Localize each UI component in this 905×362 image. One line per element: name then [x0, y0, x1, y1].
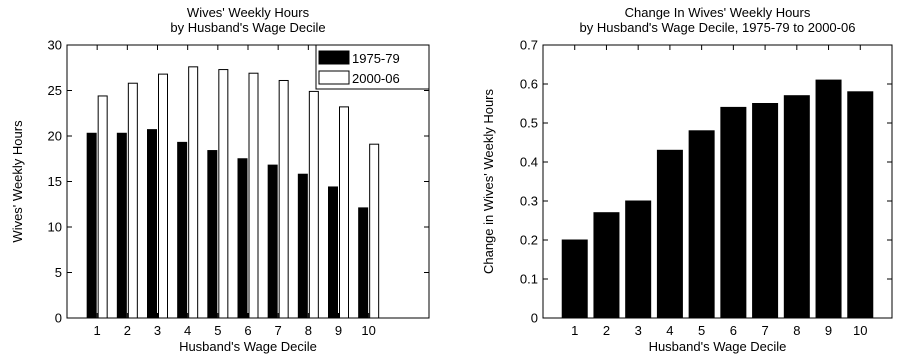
- bar: [297, 173, 308, 319]
- y-tick-label: 0.7: [520, 38, 538, 53]
- x-tick-label: 10: [853, 323, 867, 338]
- bar: [328, 186, 338, 319]
- y-tick-label: 5: [55, 265, 62, 280]
- bar: [127, 82, 138, 319]
- axes-box: [542, 44, 893, 319]
- x-tick-label: 1: [571, 323, 578, 338]
- bar: [248, 72, 259, 319]
- x-axis-label: Husband's Wage Decile: [649, 339, 787, 354]
- y-tick-label: 0.6: [520, 77, 538, 92]
- y-axis-label: Wives' Weekly Hours: [10, 120, 25, 243]
- x-tick-label: 4: [666, 323, 673, 338]
- bar: [656, 149, 683, 319]
- bar: [97, 95, 108, 319]
- bar: [218, 69, 229, 319]
- x-tick-label: 5: [214, 323, 221, 338]
- legend-label: 1975-79: [352, 51, 400, 66]
- bar: [177, 141, 188, 319]
- y-tick-label: 30: [48, 38, 62, 53]
- bar: [815, 79, 842, 319]
- bar: [188, 66, 199, 319]
- chart-subtitle: by Husband's Wage Decile: [170, 20, 325, 35]
- bar: [158, 73, 168, 319]
- x-tick-label: 6: [730, 323, 737, 338]
- bar: [147, 129, 157, 319]
- bar: [267, 164, 278, 319]
- bar: [752, 103, 779, 319]
- legend: 1975-79 2000-06: [315, 44, 430, 90]
- x-tick-label: 5: [698, 323, 705, 338]
- bar: [207, 150, 218, 319]
- x-tick-label: 9: [335, 323, 342, 338]
- bar: [720, 106, 747, 319]
- bar: [278, 79, 289, 319]
- x-tick-label: 7: [275, 323, 282, 338]
- y-tick-label: 0.5: [520, 116, 538, 131]
- x-tick-label: 2: [124, 323, 131, 338]
- x-tick-label: 8: [305, 323, 312, 338]
- bar: [237, 158, 248, 319]
- x-tick-label: 7: [761, 323, 768, 338]
- bar: [308, 90, 319, 319]
- bar: [86, 132, 97, 319]
- bar: [783, 95, 810, 319]
- legend-label: 2000-06: [352, 71, 400, 86]
- x-tick-label: 1: [94, 323, 101, 338]
- x-axis-label: Husband's Wage Decile: [179, 339, 317, 354]
- x-tick-label: 3: [635, 323, 642, 338]
- chart-subtitle: by Husband's Wage Decile, 1975-79 to 200…: [580, 20, 856, 35]
- x-tick-label: 3: [154, 323, 161, 338]
- bar: [625, 200, 652, 319]
- bar: [369, 143, 380, 319]
- y-tick-label: 10: [48, 220, 62, 235]
- y-tick-label: 0.2: [520, 233, 538, 248]
- y-tick-label: 0.4: [520, 155, 538, 170]
- y-tick-label: 0.1: [520, 272, 538, 287]
- y-tick-label: 20: [48, 129, 62, 144]
- chart-title: Wives' Weekly Hours: [187, 5, 310, 20]
- y-tick-label: 0: [55, 311, 62, 326]
- bar: [339, 106, 349, 319]
- y-tick-label: 0: [531, 311, 538, 326]
- legend-swatch: [318, 70, 350, 85]
- y-tick-label: 15: [48, 174, 62, 189]
- bar: [358, 207, 369, 319]
- y-tick-label: 25: [48, 83, 62, 98]
- x-tick-label: 4: [184, 323, 191, 338]
- x-tick-label: 9: [825, 323, 832, 338]
- bar: [593, 212, 620, 319]
- y-axis-label: Change in Wives' Weekly Hours: [481, 88, 496, 274]
- x-tick-label: 8: [793, 323, 800, 338]
- x-tick-label: 6: [244, 323, 251, 338]
- y-tick-label: 0.3: [520, 194, 538, 209]
- bar: [847, 91, 874, 319]
- legend-swatch: [318, 50, 350, 65]
- x-tick-label: 2: [603, 323, 610, 338]
- x-tick-label: 10: [361, 323, 375, 338]
- bar: [688, 130, 715, 319]
- bar: [561, 239, 588, 319]
- chart-title: Change In Wives' Weekly Hours: [625, 5, 811, 20]
- bar: [116, 132, 127, 319]
